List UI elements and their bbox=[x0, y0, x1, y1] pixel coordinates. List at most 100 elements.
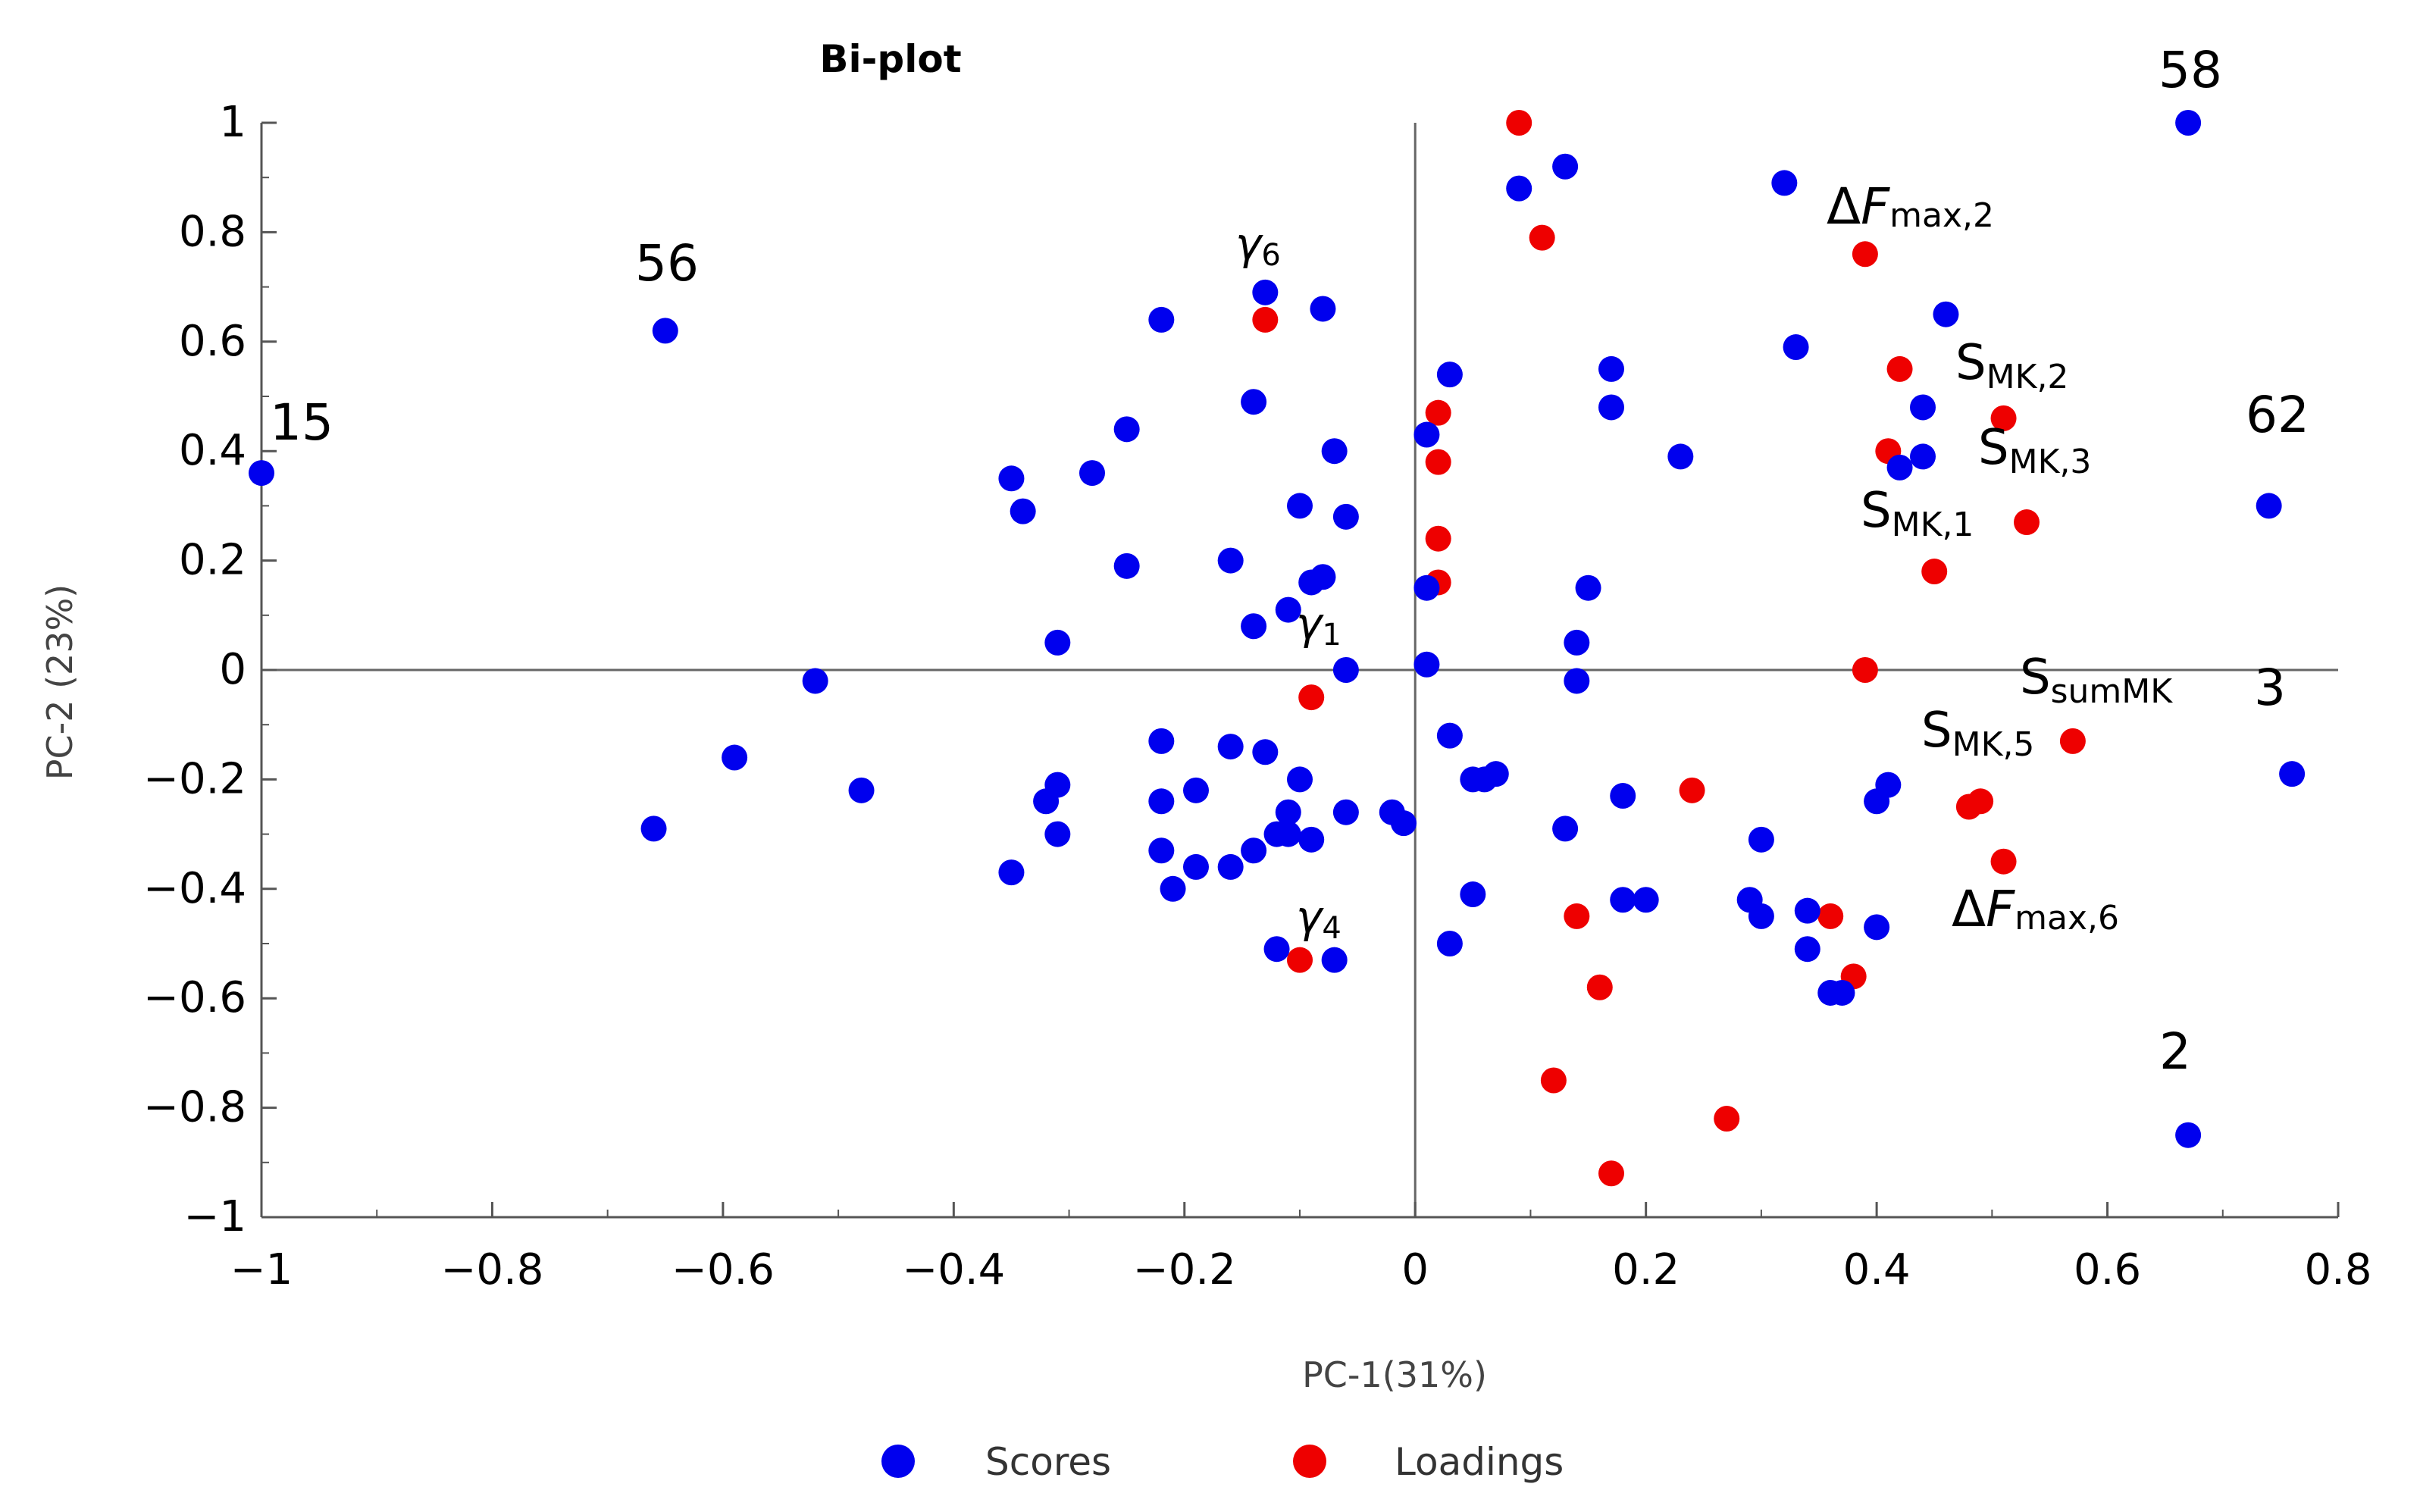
score-point bbox=[1910, 443, 1936, 470]
score-point bbox=[1564, 629, 1590, 656]
y-tick-label: 0.8 bbox=[179, 207, 246, 256]
score-point bbox=[722, 744, 748, 771]
loading-label-gamma4-main: γ bbox=[1296, 891, 1324, 943]
score-point bbox=[1460, 881, 1486, 908]
loading-point bbox=[2059, 728, 2086, 754]
loading-label-dfmax2-main: Δ bbox=[1827, 177, 1861, 236]
loading-point bbox=[1598, 1160, 1624, 1187]
score-point bbox=[1875, 772, 1902, 798]
scores-series bbox=[249, 110, 2306, 1148]
loading-point bbox=[1287, 947, 1313, 973]
loading-point bbox=[1529, 224, 1555, 251]
score-point bbox=[1332, 799, 1359, 825]
score-point bbox=[998, 859, 1025, 886]
y-tick-label: 0 bbox=[219, 645, 246, 694]
loading-point bbox=[1564, 903, 1590, 929]
y-tick-label: 1 bbox=[219, 98, 246, 147]
score-point bbox=[1436, 722, 1463, 749]
loading-label-smk3: SMK,3 bbox=[1978, 420, 2091, 481]
score-point bbox=[1241, 389, 1267, 415]
score-point bbox=[1933, 301, 1959, 327]
score-point bbox=[1794, 897, 1820, 924]
loading-label-gamma1-sub: 1 bbox=[1322, 618, 1341, 653]
score-point bbox=[1252, 739, 1279, 765]
loading-label-smk3-main: S bbox=[1978, 420, 2009, 476]
loading-label-gamma6-sub: 6 bbox=[1261, 238, 1280, 273]
score-point bbox=[1552, 815, 1579, 842]
loading-label-gamma6-main: γ bbox=[1235, 218, 1263, 270]
score-point bbox=[1275, 821, 1301, 847]
y-tick-label: −0.4 bbox=[143, 864, 246, 913]
score-point bbox=[1113, 553, 1140, 579]
score-point bbox=[1391, 810, 1417, 837]
score-point bbox=[1263, 936, 1290, 963]
score-point bbox=[1079, 460, 1105, 487]
y-axis-label: PC-2 (23%) bbox=[39, 584, 80, 780]
score-point bbox=[1667, 443, 1694, 470]
legend: Scores Loadings bbox=[881, 1440, 1564, 1484]
chart-title: Bi-plot bbox=[819, 37, 961, 81]
score-point bbox=[1241, 837, 1267, 864]
score-point bbox=[1310, 564, 1336, 590]
x-tick-label: −0.6 bbox=[672, 1245, 775, 1294]
point-label-58: 58 bbox=[2159, 41, 2222, 99]
y-tick-label: −0.8 bbox=[143, 1083, 246, 1132]
loading-label-gamma4: γ4 bbox=[1296, 891, 1341, 946]
score-point bbox=[1436, 362, 1463, 388]
loading-point bbox=[1506, 110, 1532, 136]
x-tick-label: 0 bbox=[1401, 1245, 1429, 1294]
score-point bbox=[1552, 153, 1579, 180]
score-point bbox=[1183, 777, 1209, 803]
score-point bbox=[802, 668, 828, 694]
loading-point bbox=[1714, 1106, 1740, 1132]
loading-point bbox=[1852, 241, 1878, 268]
loading-point bbox=[1679, 777, 1705, 803]
score-point bbox=[1864, 914, 1890, 941]
score-point bbox=[1321, 438, 1348, 465]
loading-label-gamma4-sub: 4 bbox=[1322, 911, 1341, 946]
score-point bbox=[1241, 613, 1267, 640]
score-point bbox=[1783, 334, 1809, 361]
loading-label-smk1-main: S bbox=[1861, 483, 1892, 539]
loading-label-gamma1-main: γ bbox=[1296, 598, 1324, 650]
x-tick-label: 0.2 bbox=[1612, 1245, 1680, 1294]
legend-loadings-label: Loadings bbox=[1395, 1440, 1564, 1484]
x-tick-label: −0.8 bbox=[440, 1245, 543, 1294]
score-point bbox=[1910, 394, 1936, 421]
loading-label-dfmax2-italic: F bbox=[1861, 177, 1890, 236]
y-tick-label: −1 bbox=[183, 1192, 246, 1241]
score-point bbox=[1275, 596, 1301, 623]
score-point bbox=[1033, 788, 1060, 815]
score-point bbox=[1148, 728, 1175, 754]
loadings-series bbox=[1252, 110, 2086, 1187]
score-point bbox=[1183, 853, 1209, 880]
score-point bbox=[1575, 574, 1601, 601]
score-point bbox=[1044, 629, 1071, 656]
loading-label-ssummk-sub: sumMK bbox=[2051, 672, 2174, 711]
loading-label-dfmax6: ΔFmax,6 bbox=[1952, 880, 2119, 938]
loading-point bbox=[1921, 559, 1948, 585]
score-point bbox=[1217, 734, 1244, 760]
y-tick-label: 0.2 bbox=[179, 536, 246, 585]
loading-label-smk1-sub: MK,1 bbox=[1892, 506, 1974, 544]
score-point bbox=[1332, 657, 1359, 683]
loading-label-gamma1: γ1 bbox=[1296, 598, 1341, 653]
y-tick-label: −0.6 bbox=[143, 973, 246, 1022]
loading-label-dfmax6-main: Δ bbox=[1952, 880, 1986, 938]
score-point bbox=[1413, 651, 1440, 678]
score-point bbox=[2175, 1122, 2202, 1148]
score-point bbox=[1148, 306, 1175, 333]
legend-loadings-marker bbox=[1293, 1445, 1326, 1478]
loading-label-smk3-sub: MK,3 bbox=[2009, 443, 2092, 481]
loading-point bbox=[1955, 794, 1982, 820]
y-tick-label: 0.6 bbox=[179, 317, 246, 366]
loading-label-dfmax6-italic: F bbox=[1986, 880, 2015, 938]
score-point bbox=[1748, 903, 1774, 929]
loading-point bbox=[1886, 355, 1913, 382]
score-point bbox=[2175, 110, 2202, 136]
loading-point bbox=[1425, 449, 1451, 475]
loading-label-ssummk: SsumMK bbox=[2020, 650, 2173, 711]
x-tick-label: 0.8 bbox=[2304, 1245, 2371, 1294]
score-point bbox=[1321, 947, 1348, 973]
